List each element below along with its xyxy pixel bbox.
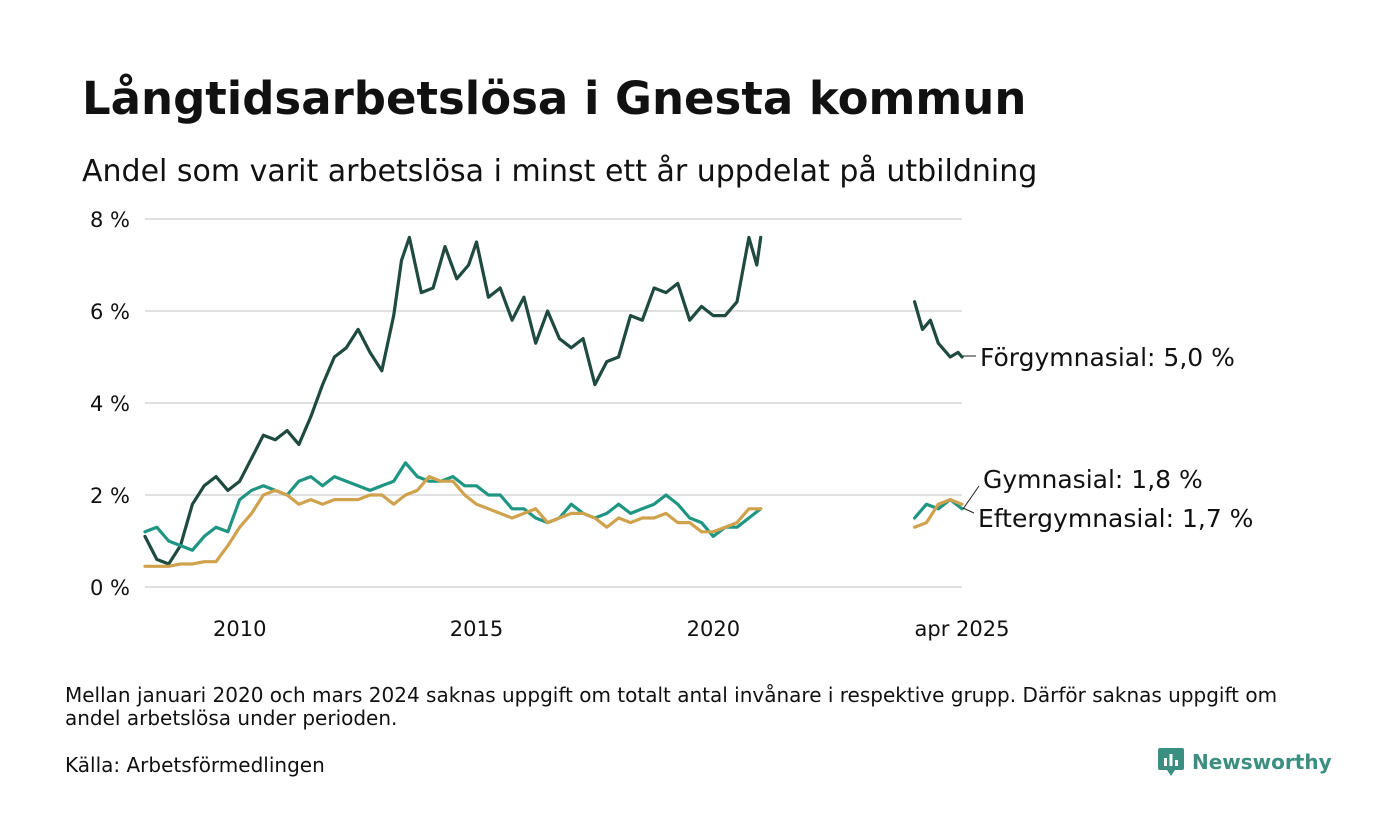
- y-tick-label: 2 %: [90, 484, 130, 508]
- series-line-gymnasial: [143, 461, 763, 552]
- label-leader-gymnasial: [962, 485, 980, 510]
- line-chart: 0 % 2 % 4 % 6 % 8 % 2010 2015 2020 apr 2025 För…: [90, 208, 1253, 641]
- series-line-forgymnasial: [143, 235, 763, 566]
- y-tick-label: 6 %: [90, 300, 130, 324]
- page-title: Långtidsarbetslösa i Gnesta kommun: [82, 72, 1027, 125]
- x-tick-label: 2015: [450, 617, 503, 641]
- brand-name: Newsworthy: [1192, 750, 1332, 774]
- source-text: Källa: Arbetsförmedlingen: [65, 753, 325, 777]
- x-tick-label: 2020: [687, 617, 740, 641]
- footnote: Mellan januari 2020 och mars 2024 saknas…: [65, 683, 1278, 730]
- page-subtitle: Andel som varit arbetslösa i minst ett å…: [82, 154, 1038, 189]
- series-line-forgymnasial: [913, 300, 964, 359]
- y-tick-label: 4 %: [90, 392, 130, 416]
- newsworthy-logo-icon: [1158, 748, 1184, 776]
- y-tick-label: 8 %: [90, 208, 130, 232]
- series-label-gymnasial: Gymnasial: 1,8 %: [983, 465, 1203, 494]
- series-line-eftergymnasial: [143, 475, 763, 568]
- y-axis-labels: 0 % 2 % 4 % 6 % 8 %: [90, 208, 130, 600]
- series-label-forgymnasial: Förgymnasial: 5,0 %: [980, 343, 1235, 372]
- series-label-eftergymnasial: Eftergymnasial: 1,7 %: [978, 504, 1253, 533]
- y-tick-label: 0 %: [90, 576, 130, 600]
- series-end-labels: Förgymnasial: 5,0 % Gymnasial: 1,8 % Efter…: [962, 343, 1253, 533]
- x-tick-label: apr 2025: [915, 617, 1010, 641]
- x-tick-label: 2010: [213, 617, 266, 641]
- label-leader-eftergymnasial: [962, 507, 975, 514]
- chart-gridlines: [145, 218, 962, 588]
- x-axis-labels: 2010 2015 2020 apr 2025: [213, 617, 1009, 641]
- brand-logo: Newsworthy: [1158, 747, 1332, 777]
- chart-lines: [143, 235, 964, 568]
- series-line-eftergymnasial: [913, 498, 964, 529]
